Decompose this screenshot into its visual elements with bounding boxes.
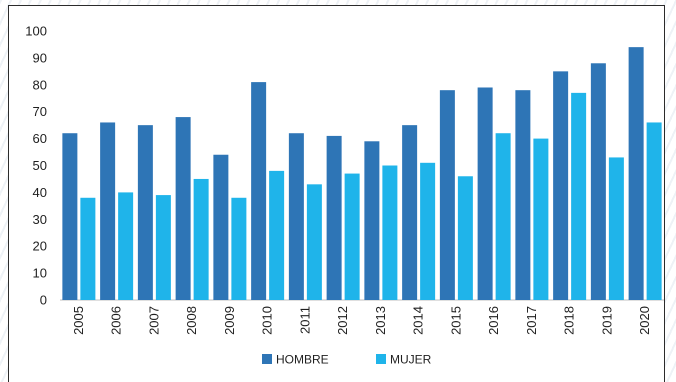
- bar-hombre-2014: [402, 125, 418, 301]
- x-axis-ticks: 2005 2006 2007 2008 2009 2010 2011 2012 2013 2014…: [71, 306, 652, 335]
- legend-swatch-mujer: [376, 354, 386, 364]
- bar-hombre-2007: [137, 125, 153, 301]
- legend-label-mujer: MUJER: [390, 353, 432, 367]
- x-tick-label: 2020: [637, 306, 652, 335]
- y-tick-label: 90: [33, 50, 47, 65]
- bar-mujer-2019: [608, 157, 624, 300]
- bar-hombre-2015: [439, 90, 455, 301]
- bar-mujer-2007: [155, 195, 171, 300]
- x-tick-label: 2012: [335, 306, 350, 335]
- y-tick-label: 60: [33, 131, 47, 146]
- bar-hombre-2010: [251, 82, 267, 300]
- bar-mujer-2010: [269, 170, 285, 300]
- bar-hombre-2011: [288, 133, 304, 300]
- bar-hombre-2016: [477, 87, 493, 301]
- y-tick-label: 10: [33, 266, 47, 281]
- bar-mujer-2014: [420, 162, 436, 300]
- y-axis-ticks: 0 10 20 30 40 50 60 70 80 90 100: [25, 24, 47, 308]
- bar-mujer-2013: [382, 165, 398, 300]
- y-tick-label: 30: [33, 212, 47, 227]
- bar-mujer-2016: [495, 133, 511, 300]
- y-tick-label: 70: [33, 104, 47, 119]
- y-tick-label: 0: [40, 293, 47, 308]
- bar-mujer-2005: [80, 197, 96, 300]
- x-tick-label: 2008: [184, 306, 199, 335]
- bar-mujer-2017: [533, 138, 549, 300]
- legend: HOMBRE MUJER: [262, 353, 432, 367]
- y-tick-label: 20: [33, 239, 47, 254]
- x-tick-label: 2005: [71, 306, 86, 335]
- bar-hombre-2017: [515, 90, 531, 301]
- bar-hombre-2020: [628, 47, 644, 300]
- x-tick-label: 2017: [524, 306, 539, 335]
- bar-hombre-2013: [364, 141, 380, 300]
- bars: [62, 47, 662, 301]
- x-tick-label: 2018: [562, 306, 577, 335]
- bar-mujer-2006: [118, 192, 134, 300]
- x-tick-label: 2009: [222, 306, 237, 335]
- bar-hombre-2009: [213, 154, 229, 300]
- x-tick-label: 2014: [411, 306, 426, 335]
- bar-hombre-2008: [175, 117, 191, 300]
- bar-mujer-2009: [231, 197, 247, 300]
- bar-mujer-2008: [193, 178, 209, 300]
- x-tick-label: 2006: [109, 306, 124, 335]
- legend-swatch-hombre: [262, 354, 272, 364]
- bar-hombre-2012: [326, 135, 342, 300]
- bar-mujer-2020: [646, 122, 662, 301]
- bar-mujer-2012: [344, 173, 360, 300]
- x-tick-label: 2011: [297, 306, 312, 334]
- x-tick-label: 2007: [146, 306, 161, 335]
- y-tick-label: 50: [33, 158, 47, 173]
- bar-hombre-2018: [553, 71, 569, 300]
- y-tick-label: 100: [25, 24, 47, 39]
- x-tick-label: 2010: [260, 306, 275, 335]
- x-tick-label: 2016: [486, 306, 501, 335]
- x-tick-label: 2015: [448, 306, 463, 335]
- y-tick-label: 40: [33, 185, 47, 200]
- bar-hombre-2005: [62, 133, 78, 300]
- bar-mujer-2011: [306, 184, 322, 300]
- y-tick-label: 80: [33, 77, 47, 92]
- bar-hombre-2006: [100, 122, 116, 301]
- x-tick-label: 2019: [599, 306, 614, 335]
- bar-hombre-2019: [590, 63, 606, 300]
- legend-label-hombre: HOMBRE: [276, 353, 329, 367]
- x-tick-label: 2013: [373, 306, 388, 335]
- bar-mujer-2018: [571, 92, 587, 301]
- bar-mujer-2015: [457, 176, 473, 300]
